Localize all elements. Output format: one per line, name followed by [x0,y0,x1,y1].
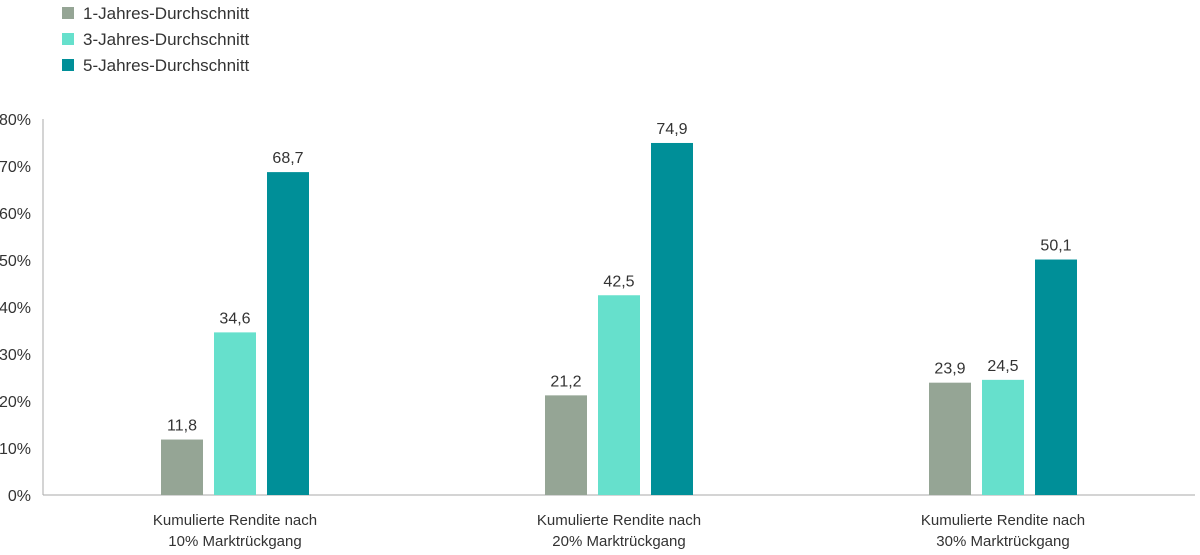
x-category-label-line: Kumulierte Rendite nach [153,512,317,529]
data-label: 42,5 [603,273,634,290]
bar [982,379,1024,495]
data-label: 24,5 [987,358,1018,375]
data-label: 11,8 [167,418,197,435]
x-axis: Kumulierte Rendite nach 10% Marktrückgang… [43,494,1195,550]
y-tick-label: 40% [0,300,31,317]
bar [598,295,640,495]
legend-label: 1-Jahres-Durchschnitt [83,4,250,23]
data-label: 68,7 [272,150,303,167]
bar [929,382,971,495]
y-tick-label: 70% [0,159,31,176]
bar [1035,259,1077,495]
x-category-label-line: 30% Marktrückgang [936,533,1069,550]
bar [545,395,587,495]
x-category-label: Kumulierte Rendite nach 20% Marktrückgang [537,512,701,550]
bar [651,142,693,495]
legend-swatch [62,7,74,19]
y-tick-label: 0% [8,488,31,505]
x-category-label-line: Kumulierte Rendite nach [921,512,1085,529]
legend: 1-Jahres-Durchschnitt 3-Jahres-Durchschni… [62,4,250,75]
bar [267,172,309,496]
y-tick-label: 10% [0,441,31,458]
x-category-label: Kumulierte Rendite nach 30% Marktrückgang [921,512,1085,550]
bar [161,439,203,495]
y-axis: 0% 10% 20% 30% 40% 50% 60% 70% 80% [0,112,44,505]
legend-label: 5-Jahres-Durchschnitt [83,56,250,75]
legend-label: 3-Jahres-Durchschnitt [83,30,250,49]
bar [214,332,256,495]
x-category-label: Kumulierte Rendite nach 10% Marktrückgang [153,512,317,550]
x-category-label-line: 20% Marktrückgang [552,533,685,550]
data-label: 34,6 [219,310,250,327]
data-label: 23,9 [934,361,965,378]
data-label: 50,1 [1040,238,1071,255]
data-label: 74,9 [656,121,687,138]
y-tick-label: 60% [0,206,31,223]
legend-swatch [62,59,74,71]
y-tick-label: 50% [0,253,31,270]
y-tick-label: 80% [0,112,31,129]
x-category-label-line: Kumulierte Rendite nach [537,512,701,529]
data-label: 21,2 [550,373,581,390]
x-category-label-line: 10% Marktrückgang [168,533,301,550]
y-tick-label: 30% [0,347,31,364]
legend-swatch [62,33,74,45]
y-tick-label: 20% [0,394,31,411]
data-labels: 11,8 34,6 68,7 21,2 42,5 74,9 23,9 24,5 50,1 [167,121,1072,435]
bars [161,142,1077,496]
